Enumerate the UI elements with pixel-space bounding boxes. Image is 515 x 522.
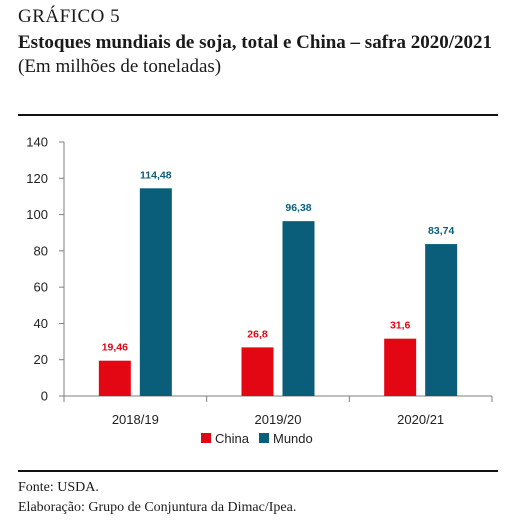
y-tick-label: 0	[41, 389, 48, 404]
x-category-label: 2018/19	[112, 412, 159, 427]
y-tick-label: 40	[34, 316, 48, 331]
data-label-mundo: 83,74	[428, 225, 454, 237]
chart-footer: Fonte: USDA. Elaboração: Grupo de Conjun…	[18, 478, 296, 518]
bar-china-1	[98, 360, 131, 396]
data-label-china: 31,6	[390, 320, 411, 332]
y-tick-label: 120	[26, 171, 48, 186]
chart-header: GRÁFICO 5 Estoques mundiais de soja, tot…	[18, 6, 498, 79]
figure-label: GRÁFICO 5	[18, 6, 121, 27]
y-tick-label: 80	[34, 243, 48, 258]
y-tick-label: 20	[34, 352, 48, 367]
legend-swatch-mundo	[259, 433, 269, 443]
chart-title: Estoques mundiais de soja, total e China…	[18, 32, 492, 53]
chart-unit: (Em milhões de toneladas)	[18, 56, 222, 77]
data-label-mundo: 96,38	[285, 202, 311, 214]
bar-mundo-2	[282, 221, 315, 396]
legend-label-mundo: Mundo	[273, 431, 313, 446]
bar-mundo-1	[139, 188, 172, 396]
data-label-mundo: 114,48	[140, 169, 172, 181]
y-tick-label: 100	[26, 207, 48, 222]
legend-swatch-china	[201, 433, 211, 443]
bar-mundo-3	[425, 244, 458, 396]
x-category-label: 2019/20	[255, 412, 302, 427]
top-rule	[18, 114, 498, 116]
data-label-china: 26,8	[247, 328, 268, 340]
legend-label-china: China	[215, 431, 250, 446]
source-note: Fonte: USDA.	[18, 480, 99, 495]
bar-chart: 0 20 40 60 80 100 120 140 19,46 114,48 2018/19 26,8…	[26, 135, 493, 446]
x-category-label: 2020/21	[397, 412, 444, 427]
bar-china-3	[384, 338, 417, 396]
credit-note: Elaboração: Grupo de Conjuntura da Dimac…	[18, 500, 297, 515]
bar-china-2	[241, 347, 274, 396]
y-tick-label: 140	[26, 135, 48, 150]
data-label-china: 19,46	[102, 342, 128, 354]
y-tick-label: 60	[34, 280, 48, 295]
bottom-rule	[18, 470, 498, 472]
